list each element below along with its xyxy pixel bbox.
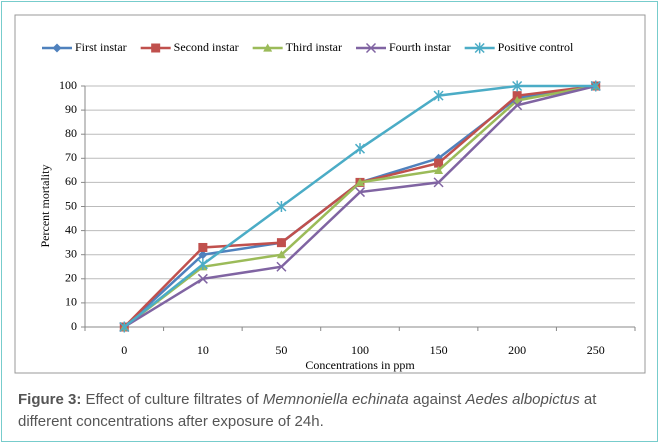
marker bbox=[354, 187, 366, 198]
y-tick-label: 80 bbox=[65, 126, 77, 140]
marker bbox=[276, 250, 286, 259]
x-tick-label: 250 bbox=[587, 343, 605, 357]
marker bbox=[197, 273, 208, 284]
legend-label: Fourth instar bbox=[389, 40, 451, 54]
marker bbox=[512, 91, 522, 101]
y-tick-label: 40 bbox=[65, 222, 77, 236]
y-tick-label: 90 bbox=[65, 102, 77, 116]
caption-species: Aedes albopictus bbox=[465, 391, 580, 408]
x-tick-label: 0 bbox=[121, 343, 127, 357]
y-tick-label: 60 bbox=[65, 174, 77, 188]
marker bbox=[276, 261, 287, 272]
legend-label: Third instar bbox=[286, 40, 342, 54]
marker bbox=[355, 177, 365, 186]
legend-label: First instar bbox=[75, 40, 127, 54]
marker bbox=[433, 90, 444, 102]
caption-text: against bbox=[408, 391, 466, 408]
legend-label: Positive control bbox=[498, 40, 574, 54]
y-tick-label: 50 bbox=[65, 198, 77, 212]
y-tick-label: 100 bbox=[59, 78, 77, 92]
y-tick-label: 10 bbox=[65, 295, 77, 309]
marker bbox=[276, 201, 287, 212]
y-tick-label: 30 bbox=[65, 246, 77, 260]
marker bbox=[52, 43, 62, 53]
y-tick-label: 20 bbox=[65, 271, 77, 285]
x-tick-label: 100 bbox=[351, 343, 369, 357]
caption-text: Effect of culture filtrates of bbox=[81, 391, 263, 408]
legend-label: Second instar bbox=[174, 40, 239, 54]
x-axis-label: Concentrations in ppm bbox=[305, 358, 415, 372]
marker bbox=[197, 258, 208, 270]
y-tick-label: 0 bbox=[71, 319, 77, 333]
caption-text: at different concentrations after exposu… bbox=[18, 391, 597, 430]
marker bbox=[433, 177, 444, 188]
marker bbox=[198, 242, 208, 252]
x-tick-label: 50 bbox=[275, 343, 287, 357]
marker bbox=[434, 158, 444, 168]
marker bbox=[590, 80, 601, 92]
marker bbox=[512, 100, 523, 111]
marker bbox=[198, 250, 208, 260]
marker bbox=[354, 143, 366, 155]
x-tick-label: 200 bbox=[508, 343, 526, 357]
caption-label: Figure 3: bbox=[18, 391, 82, 408]
marker bbox=[276, 238, 286, 248]
y-tick-label: 70 bbox=[65, 150, 77, 164]
marker bbox=[512, 80, 523, 92]
x-tick-label: 10 bbox=[197, 343, 209, 357]
caption: Figure 3: Effect of culture filtrates of… bbox=[18, 389, 648, 433]
marker bbox=[434, 165, 444, 174]
x-tick-label: 150 bbox=[430, 343, 448, 357]
marker bbox=[263, 43, 273, 52]
caption-species: Memnoniella echinata bbox=[262, 391, 409, 408]
chart-border bbox=[14, 14, 646, 374]
marker bbox=[119, 321, 130, 333]
marker bbox=[151, 43, 161, 53]
marker bbox=[365, 42, 377, 54]
y-axis-label: Percent mortality bbox=[38, 165, 52, 248]
marker bbox=[474, 42, 485, 54]
